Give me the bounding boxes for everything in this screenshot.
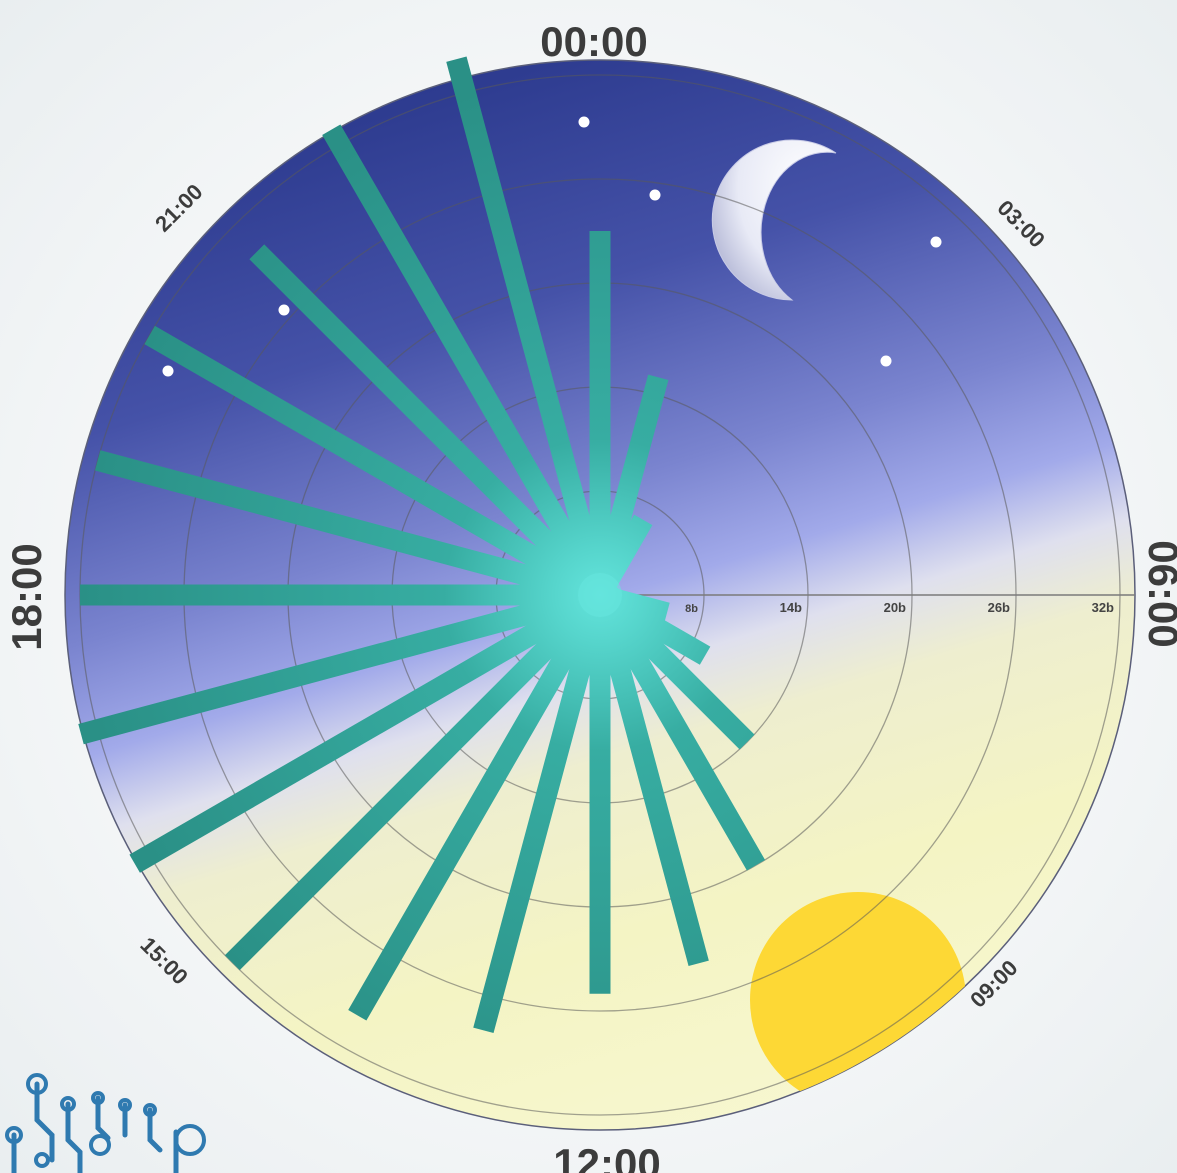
- star-icon: [278, 304, 290, 316]
- bar-2300: [446, 56, 611, 598]
- ring-label-26b: 26b: [988, 600, 1010, 615]
- ring-label-32b: 32b: [1092, 600, 1114, 615]
- bar-2100: [249, 244, 608, 603]
- bar-1300: [473, 592, 611, 1034]
- bar-1000: [590, 589, 766, 871]
- star-icon: [578, 116, 590, 128]
- time-label-top-left: 21:00: [150, 179, 207, 236]
- star-icon: [162, 365, 174, 377]
- bar-1400: [348, 589, 610, 1021]
- time-label-bottom-left: 15:00: [135, 932, 192, 989]
- bar-1700: [78, 584, 603, 745]
- star-icon: [649, 189, 661, 201]
- ring-label-20b: 20b: [884, 600, 906, 615]
- center-glow: [578, 573, 622, 617]
- time-label-top: 00:00: [540, 18, 647, 65]
- time-label-right: 06:00: [1140, 540, 1177, 647]
- bar-1900: [94, 450, 603, 606]
- sun-icon: [750, 892, 966, 1108]
- ring-label-8b: 8b: [685, 603, 698, 615]
- bar-2200: [322, 124, 610, 601]
- moon-icon: [711, 139, 837, 301]
- star-icon: [930, 236, 942, 248]
- bar-1500: [224, 587, 608, 971]
- bar-2000: [144, 325, 606, 605]
- circuit-logo: [5, 1073, 206, 1173]
- star-icon: [880, 355, 892, 367]
- time-label-left: 18:00: [3, 543, 50, 650]
- time-label-bottom: 12:00: [553, 1140, 660, 1173]
- bar-1600: [129, 585, 606, 873]
- bar-1100: [589, 592, 709, 967]
- ring-label-14b: 14b: [780, 600, 802, 615]
